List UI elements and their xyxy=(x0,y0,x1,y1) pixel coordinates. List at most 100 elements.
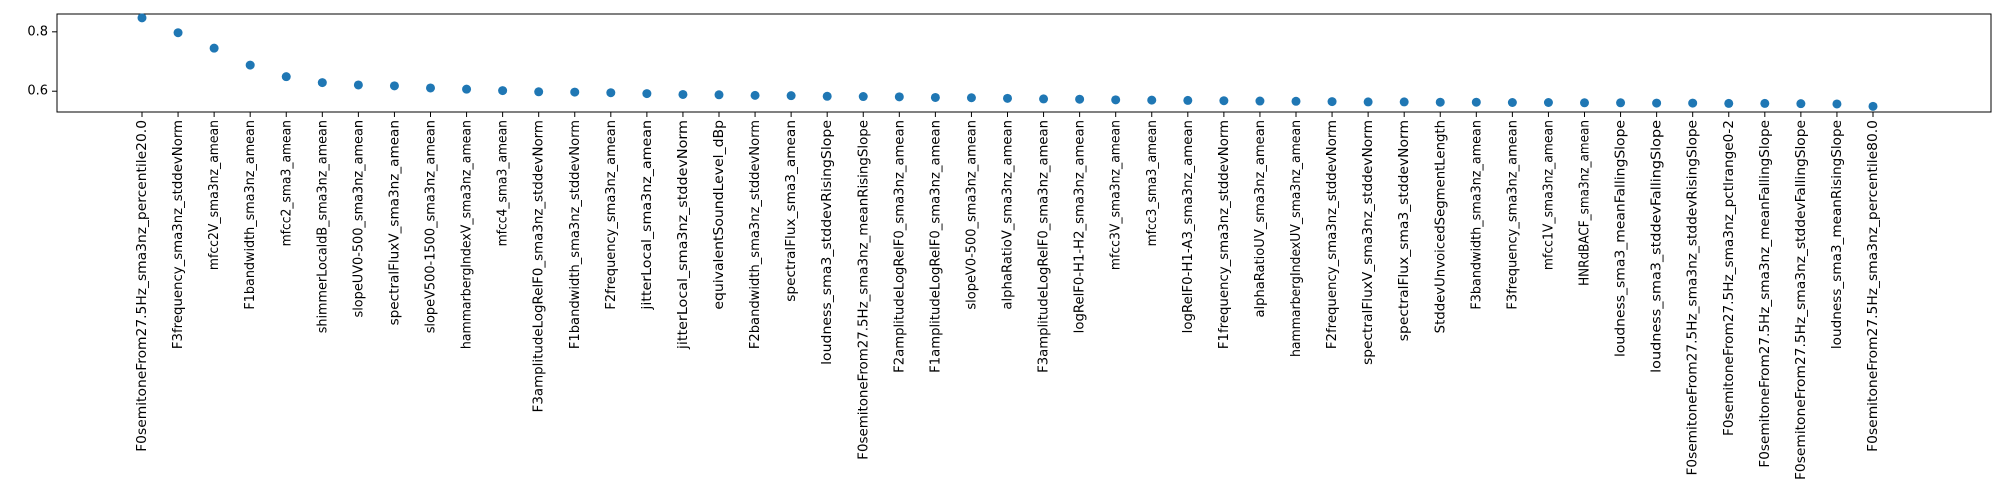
x-tick-label: mfcc4_sma3_amean xyxy=(496,120,511,246)
y-axis: 0.6 0.8 xyxy=(27,24,57,99)
x-tick-label: slopeV0-500_sma3nz_amean xyxy=(964,120,979,310)
x-tick-label: loudness_sma3_stddevFallingSlope xyxy=(1650,120,1665,373)
data-point xyxy=(1616,98,1626,108)
data-point xyxy=(894,92,904,102)
x-tick-label: F0semitoneFrom27.5Hz_sma3nz_stddevRising… xyxy=(1686,120,1701,476)
x-tick-label: mfcc2V_sma3nz_amean xyxy=(207,120,222,270)
x-tick-label: logRelF0-H1-A3_sma3nz_amean xyxy=(1181,120,1196,333)
data-point xyxy=(1471,97,1481,107)
data-point xyxy=(353,80,363,90)
data-point xyxy=(1796,99,1806,109)
data-point xyxy=(173,28,183,38)
data-point xyxy=(209,43,219,53)
data-point xyxy=(570,87,580,97)
data-point xyxy=(858,92,868,102)
data-points xyxy=(137,13,1878,111)
x-tick-label: jitterLocal_sma3nz_amean xyxy=(640,120,655,311)
x-tick-label: spectralFlux_sma3_stddevNorm xyxy=(1397,120,1412,341)
y-tick-label: 0.6 xyxy=(27,84,48,99)
data-point xyxy=(1399,97,1409,107)
data-point xyxy=(714,90,724,100)
x-tick-label: shimmerLocaldB_sma3nz_amean xyxy=(315,120,330,333)
data-point xyxy=(822,91,832,101)
data-point xyxy=(1507,97,1517,107)
x-tick-label: slopeUV0-500_sma3nz_amean xyxy=(351,120,366,318)
data-point xyxy=(137,13,147,23)
data-point xyxy=(642,89,652,99)
data-point xyxy=(245,60,255,70)
x-tick-label: logRelF0-H1-H2_sma3nz_amean xyxy=(1073,120,1088,333)
x-tick-label: hammarbergIndexUV_sma3nz_amean xyxy=(1289,120,1304,357)
x-tick-label: F2frequency_sma3nz_amean xyxy=(604,120,619,310)
data-point xyxy=(1003,93,1012,103)
x-tick-label: F3frequency_sma3nz_stddevNorm xyxy=(171,120,186,349)
data-point xyxy=(534,87,544,97)
data-point xyxy=(1363,97,1373,107)
data-point xyxy=(1543,97,1553,107)
data-point xyxy=(1327,97,1337,107)
x-tick-label: equivalentSoundLevel_dBp xyxy=(712,120,727,310)
data-point xyxy=(1255,96,1265,106)
data-point xyxy=(678,89,688,99)
x-tick-label: jitterLocal_sma3nz_stddevNorm xyxy=(676,120,691,350)
data-point xyxy=(462,84,472,94)
x-tick-label: HNRdBACF_sma3nz_amean xyxy=(1578,120,1593,286)
x-tick-label: mfcc2_sma3_amean xyxy=(279,120,294,246)
x-tick-label: F0semitoneFrom27.5Hz_sma3nz_meanRisingSl… xyxy=(856,120,871,460)
x-tick-label: spectralFluxV_sma3nz_stddevNorm xyxy=(1361,120,1376,365)
x-tick-label: F2amplitudeLogRelF0_sma3nz_amean xyxy=(892,120,907,373)
data-point xyxy=(750,90,760,100)
x-tick-label: F0semitoneFrom27.5Hz_sma3nz_percentile80… xyxy=(1866,120,1881,452)
x-tick-label: F1frequency_sma3nz_stddevNorm xyxy=(1217,120,1232,349)
x-axis: F0semitoneFrom27.5Hz_sma3nz_percentile20… xyxy=(135,112,1881,480)
data-point xyxy=(1147,95,1157,105)
x-tick-label: F3frequency_sma3nz_amean xyxy=(1505,120,1520,310)
x-tick-label: F3bandwidth_sma3nz_amean xyxy=(1469,120,1484,310)
data-point xyxy=(930,92,940,102)
data-point xyxy=(1219,96,1229,106)
x-tick-label: F3amplitudeLogRelF0_sma3nz_stddevNorm xyxy=(532,120,547,412)
data-point xyxy=(1760,98,1770,108)
data-point xyxy=(1832,99,1842,109)
x-tick-label: F2frequency_sma3nz_stddevNorm xyxy=(1325,120,1340,349)
plot-area xyxy=(56,13,1992,113)
data-point xyxy=(606,88,616,98)
data-point xyxy=(1688,98,1698,108)
x-tick-label: F1bandwidth_sma3nz_stddevNorm xyxy=(568,120,583,349)
x-tick-label: F1amplitudeLogRelF0_sma3nz_amean xyxy=(928,120,943,373)
data-point xyxy=(1075,94,1085,104)
x-tick-label: alphaRatioV_sma3nz_amean xyxy=(1001,120,1016,310)
data-point xyxy=(1652,98,1662,108)
x-tick-label: loudness_sma3_meanRisingSlope xyxy=(1830,120,1845,349)
x-tick-label: spectralFlux_sma3_amean xyxy=(784,120,799,302)
data-point xyxy=(389,81,399,91)
x-tick-label: alphaRatioUV_sma3nz_amean xyxy=(1253,120,1268,318)
x-tick-label: F3amplitudeLogRelF0_sma3nz_amean xyxy=(1037,120,1052,373)
data-point xyxy=(1580,98,1589,108)
data-point xyxy=(786,91,796,101)
x-tick-label: mfcc1V_sma3nz_amean xyxy=(1541,120,1556,270)
data-point xyxy=(317,78,327,88)
x-tick-label: hammarbergIndexV_sma3nz_amean xyxy=(460,120,475,349)
x-tick-label: StddevUnvoicedSegmentLength xyxy=(1433,120,1448,333)
x-tick-label: slopeV500-1500_sma3nz_amean xyxy=(424,120,439,333)
x-tick-label: F1bandwidth_sma3nz_amean xyxy=(243,120,258,310)
data-point xyxy=(426,83,435,93)
x-tick-label: F0semitoneFrom27.5Hz_sma3nz_pctlrange0-2 xyxy=(1722,120,1737,436)
data-point xyxy=(1291,96,1301,106)
x-tick-label: loudness_sma3_stddevRisingSlope xyxy=(820,120,835,365)
x-tick-label: F0semitoneFrom27.5Hz_sma3nz_meanFallingS… xyxy=(1758,120,1773,468)
data-point xyxy=(1868,101,1878,111)
data-point xyxy=(1435,97,1445,107)
x-tick-label: F0semitoneFrom27.5Hz_sma3nz_percentile20… xyxy=(135,120,150,452)
x-tick-label: mfcc3V_sma3nz_amean xyxy=(1109,120,1124,270)
data-point xyxy=(966,93,976,103)
x-tick-label: loudness_sma3_meanFallingSlope xyxy=(1614,120,1629,357)
x-tick-label: F0semitoneFrom27.5Hz_sma3nz_stddevFallin… xyxy=(1794,120,1809,480)
x-tick-label: mfcc3_sma3_amean xyxy=(1145,120,1160,246)
data-point xyxy=(281,72,291,82)
data-point xyxy=(1724,98,1734,108)
data-point xyxy=(1039,94,1049,104)
data-point xyxy=(1183,95,1193,105)
